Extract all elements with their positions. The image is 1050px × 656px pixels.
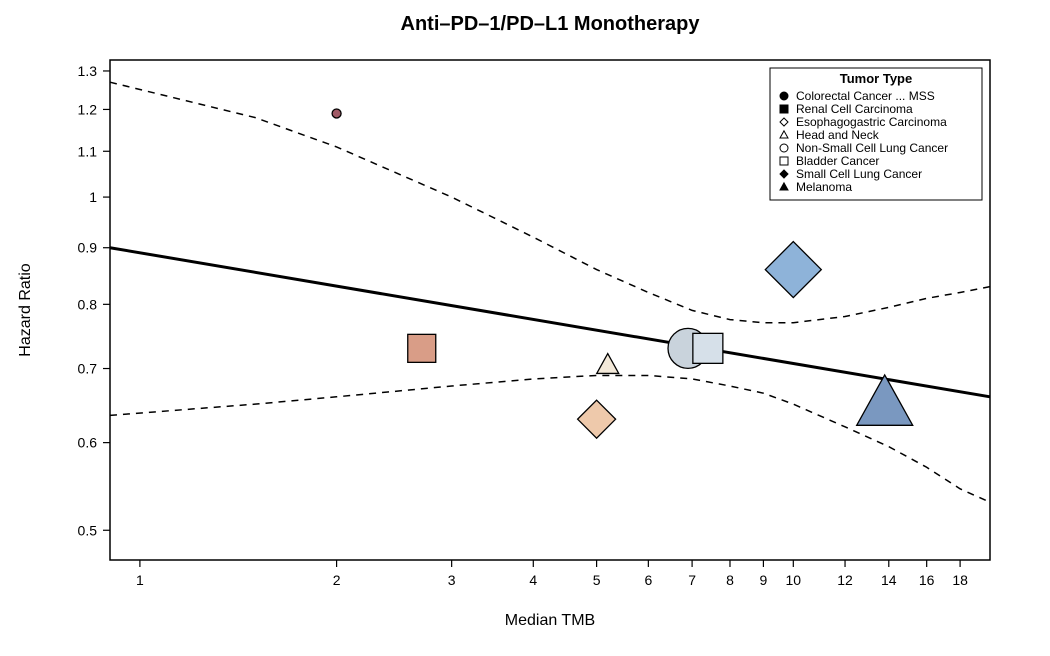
data-point bbox=[408, 334, 436, 362]
legend-item-label: Melanoma bbox=[796, 180, 852, 194]
legend-item-label: Non-Small Cell Lung Cancer bbox=[796, 141, 948, 155]
x-tick-label: 8 bbox=[726, 572, 734, 588]
x-tick-label: 16 bbox=[919, 572, 935, 588]
x-tick-label: 3 bbox=[448, 572, 456, 588]
data-point bbox=[332, 109, 341, 118]
y-tick-label: 0.9 bbox=[78, 240, 98, 256]
y-tick-label: 0.5 bbox=[78, 522, 98, 538]
legend: Tumor Type Colorectal Cancer ... MSSRenal… bbox=[770, 68, 982, 200]
y-axis-label: Hazard Ratio bbox=[17, 263, 34, 356]
y-tick-label: 1.2 bbox=[78, 101, 98, 117]
data-point bbox=[693, 333, 723, 363]
x-tick-label: 1 bbox=[136, 572, 144, 588]
legend-item-label: Renal Cell Carcinoma bbox=[796, 102, 913, 116]
x-tick-label: 14 bbox=[881, 572, 897, 588]
y-tick-label: 1 bbox=[89, 189, 97, 205]
legend-item-label: Bladder Cancer bbox=[796, 154, 879, 168]
x-tick-label: 10 bbox=[786, 572, 802, 588]
x-tick-label: 4 bbox=[529, 572, 537, 588]
chart-container: Anti–PD–1/PD–L1 Monotherapy Hazard Ratio M… bbox=[0, 0, 1050, 656]
x-tick-label: 6 bbox=[644, 572, 652, 588]
legend-item-label: Esophagogastric Carcinoma bbox=[796, 115, 947, 129]
y-tick-label: 0.6 bbox=[78, 435, 98, 451]
x-tick-label: 18 bbox=[952, 572, 968, 588]
x-axis-label: Median TMB bbox=[505, 612, 595, 629]
y-tick-label: 1.1 bbox=[78, 143, 98, 159]
legend-item-label: Head and Neck bbox=[796, 128, 880, 142]
chart-title: Anti–PD–1/PD–L1 Monotherapy bbox=[401, 13, 701, 35]
x-tick-label: 12 bbox=[837, 572, 853, 588]
x-tick-label: 7 bbox=[688, 572, 696, 588]
chart-svg: Anti–PD–1/PD–L1 Monotherapy Hazard Ratio M… bbox=[0, 0, 1050, 656]
x-tick-label: 2 bbox=[333, 572, 341, 588]
legend-title: Tumor Type bbox=[840, 71, 912, 86]
x-tick-label: 5 bbox=[593, 572, 601, 588]
legend-item-label: Colorectal Cancer ... MSS bbox=[796, 89, 935, 103]
y-tick-label: 1.3 bbox=[78, 63, 98, 79]
x-tick-label: 9 bbox=[760, 572, 768, 588]
legend-item-label: Small Cell Lung Cancer bbox=[796, 167, 922, 181]
y-tick-label: 0.8 bbox=[78, 296, 98, 312]
y-tick-label: 0.7 bbox=[78, 361, 98, 377]
